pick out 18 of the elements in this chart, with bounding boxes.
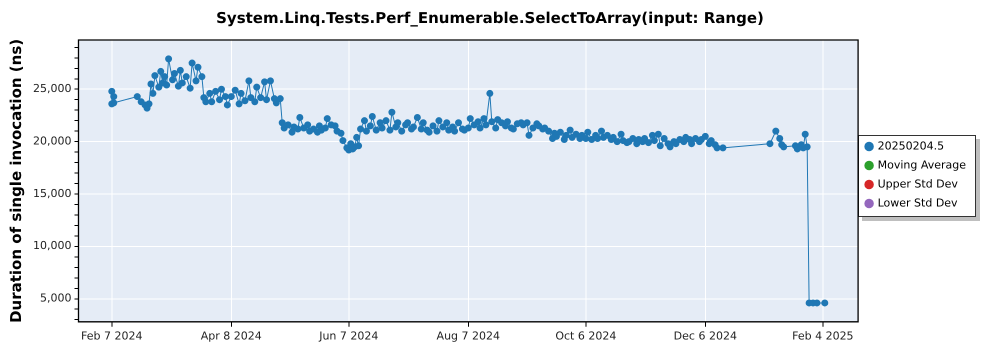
y-tick-label: 20,000 xyxy=(32,134,72,148)
x-tick-label: Aug 7 2024 xyxy=(436,329,500,342)
y-tick-label: 25,000 xyxy=(32,82,72,96)
y-tick-label: 15,000 xyxy=(32,186,72,200)
chart-title: System.Linq.Tests.Perf_Enumerable.SelectToArray(input: Range) xyxy=(216,8,764,27)
x-tick-label: Feb 4 2025 xyxy=(792,329,854,342)
legend-label: Upper Std Dev xyxy=(878,177,958,190)
y-tick-label: 5,000 xyxy=(40,292,72,305)
legend-label: Moving Average xyxy=(878,158,966,172)
x-tick-label: Apr 8 2024 xyxy=(200,329,262,342)
x-tick-label: Jun 7 2024 xyxy=(318,329,378,342)
x-tick-label: Feb 7 2024 xyxy=(81,329,143,342)
y-tick-label: 10,000 xyxy=(32,239,72,252)
x-tick-label: Oct 6 2024 xyxy=(555,329,616,342)
y-axis-title: Duration of single invocation (ns) xyxy=(6,38,25,323)
legend-label: Lower Std Dev xyxy=(878,196,958,210)
legend-label: 20250204.5 xyxy=(878,139,944,152)
x-tick-label: Dec 6 2024 xyxy=(674,329,737,342)
